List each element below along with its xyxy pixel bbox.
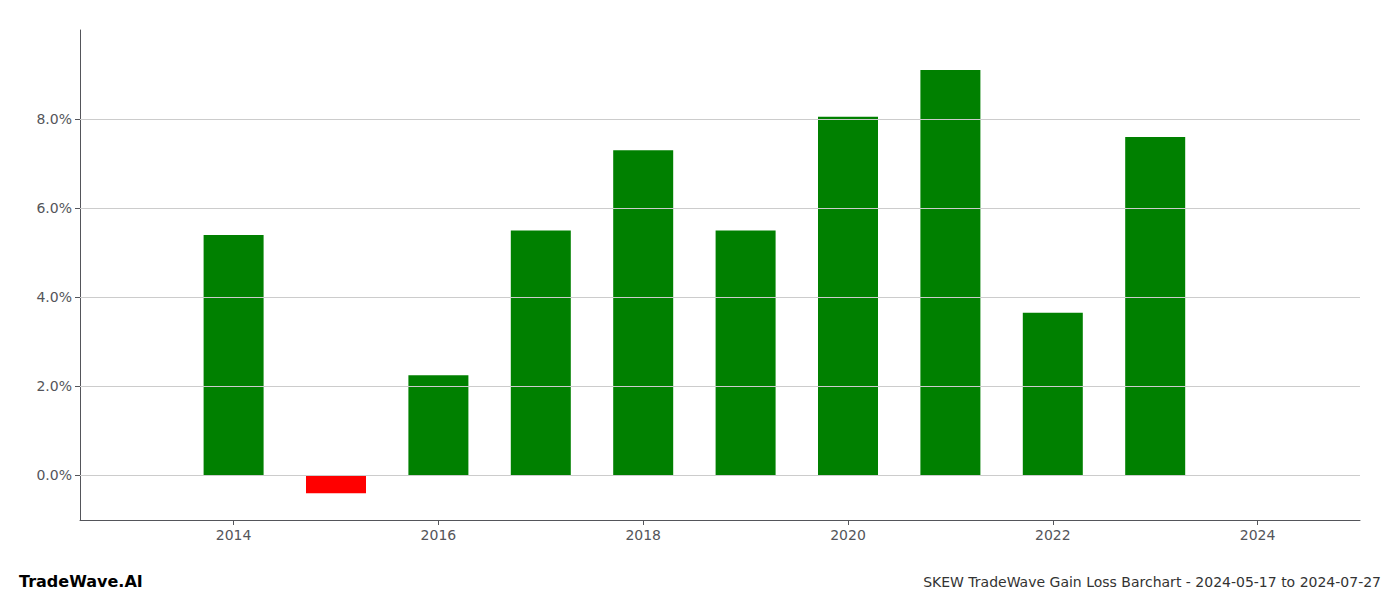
svg-text:4.0%: 4.0% — [36, 289, 72, 305]
svg-text:2014: 2014 — [216, 527, 252, 543]
svg-text:0.0%: 0.0% — [36, 467, 72, 483]
svg-text:6.0%: 6.0% — [36, 200, 72, 216]
svg-text:2020: 2020 — [830, 527, 866, 543]
svg-text:TradeWave.AI: TradeWave.AI — [19, 572, 143, 591]
svg-text:2016: 2016 — [421, 527, 457, 543]
svg-text:8.0%: 8.0% — [36, 111, 72, 127]
svg-text:2024: 2024 — [1240, 527, 1276, 543]
svg-text:2.0%: 2.0% — [36, 378, 72, 394]
svg-text:SKEW TradeWave Gain Loss Barch: SKEW TradeWave Gain Loss Barchart - 2024… — [923, 574, 1381, 590]
svg-text:2018: 2018 — [625, 527, 661, 543]
svg-text:2022: 2022 — [1035, 527, 1071, 543]
